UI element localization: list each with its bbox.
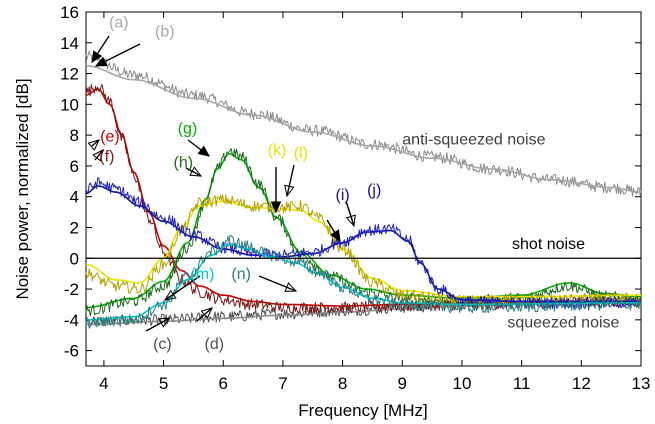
annotation-arrowhead	[329, 229, 341, 243]
annotation-arrows	[87, 35, 356, 332]
curve-label: (h)	[174, 155, 194, 172]
annotation-arrowhead	[284, 184, 295, 198]
series-h-line	[85, 148, 642, 317]
y-tick-label: 8	[70, 126, 79, 145]
curve-label: (k)	[268, 142, 287, 159]
x-tick-label: 6	[219, 374, 228, 393]
x-tick-label: 5	[159, 374, 168, 393]
x-tick-label: 11	[513, 374, 531, 393]
annotation-arrow	[164, 275, 201, 301]
x-tick-label: 10	[453, 374, 472, 393]
annotation-arrowhead	[158, 317, 172, 328]
series-g-line	[86, 152, 641, 309]
y-tick-label: -4	[64, 311, 79, 330]
y-tick-label: 0	[70, 249, 79, 268]
y-tick-label: 12	[60, 65, 79, 84]
curve-label: (f)	[99, 148, 114, 165]
annotation-arrowhead	[92, 149, 104, 162]
curve-label: (j)	[367, 182, 381, 199]
annotation-arrowhead	[197, 145, 210, 157]
x-tick-label: 13	[632, 374, 651, 393]
curve-label: (l)	[294, 145, 308, 162]
curve-label: (a)	[109, 14, 129, 31]
annotation-arrowhead	[189, 166, 203, 177]
curve-label: (g)	[178, 121, 198, 138]
annotation-arrow	[185, 167, 202, 177]
y-tick-label: -2	[64, 280, 79, 299]
annotation-arrow	[91, 139, 100, 147]
series-group	[85, 50, 642, 329]
annotation-arrowhead	[270, 201, 282, 214]
x-tick-label: 4	[99, 374, 108, 393]
curve-label: (d)	[205, 336, 225, 353]
annotation-arrow	[94, 149, 104, 161]
curve-label: (n)	[231, 266, 251, 283]
annotation-arrowhead	[94, 56, 108, 67]
y-tick-label: 16	[60, 3, 79, 22]
curve-label: (c)	[153, 336, 172, 353]
series-e-line	[85, 88, 641, 307]
curve-label: (i)	[335, 187, 349, 204]
series-b-line	[86, 65, 642, 193]
y-tick-label: 14	[60, 34, 79, 53]
series-a-line	[85, 50, 642, 197]
annotation-arrowhead	[163, 289, 177, 301]
annotation-arrow	[286, 164, 295, 197]
annotation-arrowhead	[200, 307, 213, 319]
x-tick-label: 9	[398, 374, 407, 393]
x-tick-label: 8	[338, 374, 347, 393]
annotation-arrow	[145, 317, 171, 332]
annotation-arrowhead	[284, 282, 298, 292]
annotation-arrowhead	[91, 50, 103, 64]
y-tick-label: 4	[70, 188, 79, 207]
curve-label: (e)	[100, 128, 120, 145]
y-tick-label: 6	[70, 157, 79, 176]
noise-level-label: shot noise	[512, 236, 585, 253]
noise-level-label: anti-squeezed noise	[402, 131, 545, 148]
x-tick-label: 7	[278, 374, 287, 393]
y-tick-label: 2	[70, 218, 79, 237]
annotation-arrowhead	[87, 139, 100, 151]
series-n-line	[85, 234, 642, 329]
curve-label: (b)	[155, 24, 175, 41]
x-axis-title: Frequency [MHz]	[298, 401, 427, 420]
annotation-arrow	[258, 275, 297, 292]
y-axis-title: Noise power, normalized [dB]	[13, 78, 32, 299]
x-tick-label: 12	[572, 374, 591, 393]
annotation-arrow	[345, 200, 355, 227]
curve-label: (m)	[190, 266, 214, 283]
y-tick-label: -6	[64, 342, 79, 361]
annotation-arrowhead	[345, 214, 356, 228]
annotations: anti-squeezed noise shot noise squeezed no…	[99, 14, 619, 353]
y-tick-label: 10	[60, 95, 79, 114]
noise-level-label: squeezed noise	[507, 315, 619, 332]
axis-ticks: 4 5 6 7 8 9 10 11 12 13 -6 -4 -2 0 2 4 6 8 10 12 14 16	[60, 3, 650, 393]
